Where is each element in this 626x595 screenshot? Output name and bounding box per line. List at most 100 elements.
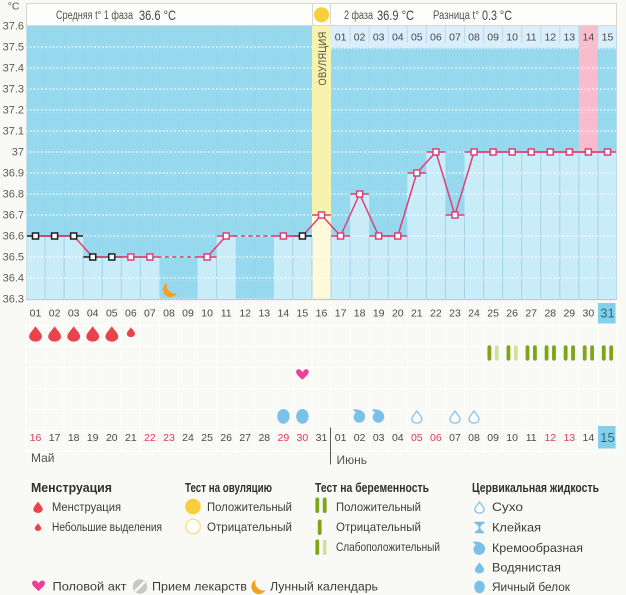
svg-text:Цервикальная жидкость: Цервикальная жидкость [472,480,599,495]
svg-text:0.3 °C: 0.3 °C [482,7,512,23]
svg-text:01: 01 [335,32,347,44]
svg-text:02: 02 [49,308,61,320]
svg-text:37.6: 37.6 [3,21,24,33]
svg-text:Менструация: Менструация [52,500,121,514]
svg-text:05: 05 [106,308,118,320]
svg-text:17: 17 [49,432,61,444]
svg-text:13: 13 [258,308,270,320]
svg-text:10: 10 [506,432,518,444]
svg-text:18: 18 [354,308,366,320]
svg-text:19: 19 [373,308,385,320]
svg-text:24: 24 [468,308,480,320]
svg-text:02: 02 [354,32,366,44]
svg-text:Слабоположительный: Слабоположительный [336,540,440,554]
svg-text:24: 24 [182,432,194,444]
svg-text:11: 11 [221,308,232,320]
svg-text:°C: °C [8,1,20,13]
svg-text:06: 06 [125,308,137,320]
svg-text:Клейкая: Клейкая [492,521,541,535]
svg-text:07: 07 [449,32,461,44]
svg-text:29: 29 [563,308,575,320]
svg-text:12: 12 [544,432,556,444]
svg-text:36.9: 36.9 [3,168,24,180]
svg-text:ОВУЛЯЦИЯ: ОВУЛЯЦИЯ [317,32,329,86]
svg-text:07: 07 [144,308,156,320]
svg-text:Май: Май [31,451,55,465]
svg-text:37.1: 37.1 [3,126,24,138]
svg-text:12: 12 [544,32,556,44]
svg-text:27: 27 [239,432,251,444]
svg-text:11: 11 [526,432,537,444]
svg-text:14: 14 [278,308,290,320]
svg-text:06: 06 [430,432,442,444]
svg-text:08: 08 [163,308,175,320]
svg-text:21: 21 [411,308,423,320]
svg-text:Кремообразная: Кремообразная [492,541,583,555]
svg-text:12: 12 [239,308,251,320]
svg-text:13: 13 [563,32,575,44]
svg-text:25: 25 [201,432,213,444]
svg-text:04: 04 [392,432,404,444]
svg-text:37.5: 37.5 [3,42,24,54]
svg-text:30: 30 [583,308,595,320]
svg-text:10: 10 [201,308,213,320]
svg-text:Яичный белок: Яичный белок [492,580,571,594]
svg-text:26: 26 [506,308,518,320]
svg-text:2 фаза: 2 фаза [344,10,373,22]
svg-text:04: 04 [87,308,99,320]
svg-text:23: 23 [163,432,175,444]
svg-text:20: 20 [392,308,404,320]
svg-text:31: 31 [600,306,614,321]
svg-text:Прием лекарств: Прием лекарств [152,580,247,594]
svg-text:06: 06 [430,32,442,44]
svg-text:Водянистая: Водянистая [492,561,561,575]
svg-text:15: 15 [602,32,614,44]
svg-text:Отрицательный: Отрицательный [336,520,421,534]
svg-text:11: 11 [526,32,537,44]
svg-text:36.4: 36.4 [3,273,24,285]
svg-text:08: 08 [468,32,480,44]
svg-text:36.7: 36.7 [3,210,24,222]
svg-text:03: 03 [373,432,385,444]
svg-text:37.3: 37.3 [3,84,24,96]
svg-text:16: 16 [316,308,328,320]
svg-text:Менструация: Менструация [31,480,112,495]
svg-text:27: 27 [525,308,537,320]
svg-text:Сухо: Сухо [492,500,523,514]
svg-text:09: 09 [182,308,194,320]
svg-text:36.5: 36.5 [3,252,24,264]
svg-text:14: 14 [583,32,595,44]
svg-text:Разница t°: Разница t° [433,10,479,22]
svg-text:01: 01 [335,432,347,444]
svg-text:29: 29 [278,432,290,444]
svg-text:Тест на овуляцию: Тест на овуляцию [185,480,272,495]
svg-text:03: 03 [68,308,80,320]
svg-text:36.6 °C: 36.6 °C [139,7,176,23]
svg-text:37.4: 37.4 [3,63,24,75]
svg-text:08: 08 [468,432,480,444]
svg-text:23: 23 [449,308,461,320]
svg-text:22: 22 [144,432,156,444]
svg-text:Положительный: Положительный [336,500,421,514]
svg-text:Средняя t° 1 фаза: Средняя t° 1 фаза [56,10,133,22]
svg-text:14: 14 [583,432,595,444]
svg-text:01: 01 [30,308,42,320]
svg-text:18: 18 [68,432,80,444]
svg-text:09: 09 [487,32,499,44]
svg-text:09: 09 [487,432,499,444]
svg-text:05: 05 [411,432,423,444]
svg-text:36.8: 36.8 [3,189,24,201]
svg-text:36.3: 36.3 [3,294,24,306]
svg-text:10: 10 [506,32,518,44]
svg-text:25: 25 [487,308,499,320]
svg-text:02: 02 [354,432,366,444]
svg-text:21: 21 [125,432,137,444]
svg-text:Положительный: Положительный [207,500,292,514]
svg-text:05: 05 [411,32,423,44]
svg-text:26: 26 [220,432,232,444]
svg-text:36.6: 36.6 [3,231,24,243]
svg-text:30: 30 [297,432,309,444]
svg-text:22: 22 [430,308,442,320]
svg-text:19: 19 [87,432,99,444]
svg-text:03: 03 [373,32,385,44]
